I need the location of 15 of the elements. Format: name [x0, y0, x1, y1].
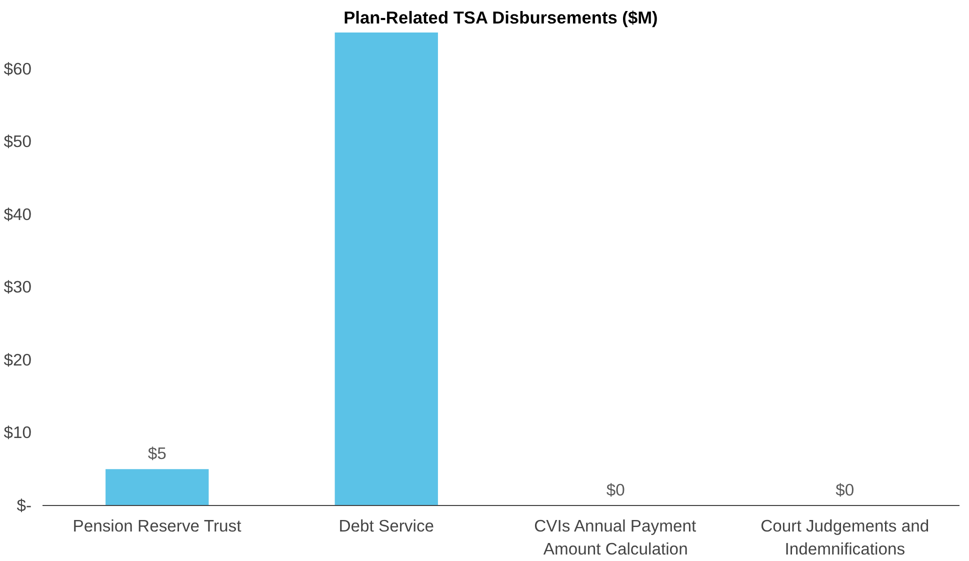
data-label: $0: [606, 480, 625, 500]
y-tick-label: $60: [4, 59, 32, 78]
y-tick-label: $-: [16, 496, 32, 515]
chart-title: Plan-Related TSA Disbursements ($M): [344, 8, 658, 28]
x-tick-label: Pension Reserve Trust: [72, 516, 242, 536]
y-tick-label: $50: [4, 132, 32, 152]
y-tick-label: $10: [4, 423, 32, 442]
y-tick-label: $20: [4, 350, 32, 370]
data-label: $0: [836, 480, 854, 500]
x-tick-label: Court Judgements and Indemnifications: [760, 516, 930, 558]
x-tick-label: CVIs Annual Payment Amount Calculation: [534, 516, 697, 558]
x-tick-label: Debt Service: [338, 516, 434, 536]
y-tick-label: $30: [4, 278, 32, 297]
y-tick-label: $40: [4, 204, 32, 224]
data-label: $5: [148, 444, 166, 464]
